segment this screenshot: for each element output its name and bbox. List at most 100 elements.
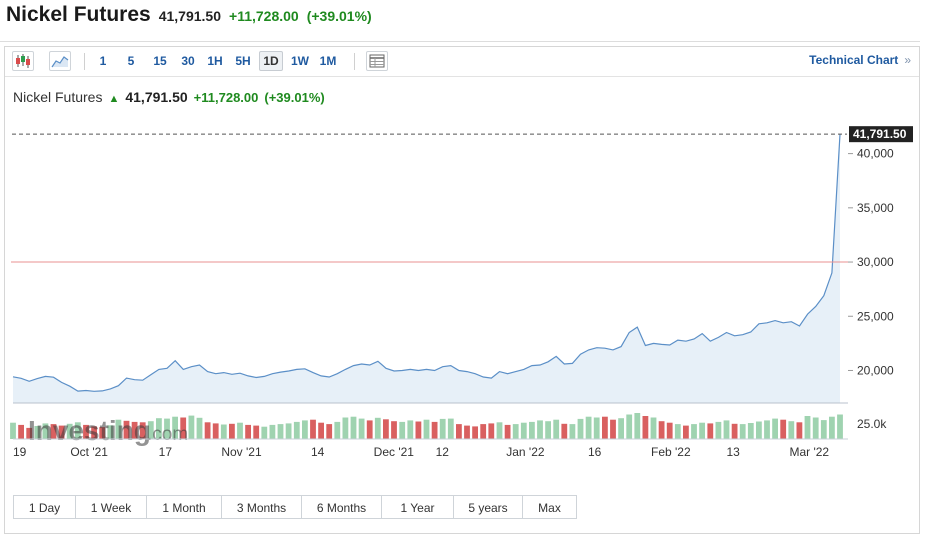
volume-bar	[829, 416, 835, 439]
candlestick-icon[interactable]	[12, 51, 34, 71]
volume-bar	[42, 423, 49, 439]
volume-bar	[691, 424, 697, 439]
volume-bar	[796, 422, 803, 439]
volume-bar	[650, 417, 657, 439]
volume-bar	[723, 420, 730, 439]
range-1-week[interactable]: 1 Week	[75, 495, 147, 519]
range-5-years[interactable]: 5 years	[453, 495, 523, 519]
volume-bar	[764, 420, 770, 439]
volume-bar	[642, 416, 649, 439]
range-3-months[interactable]: 3 Months	[221, 495, 302, 519]
volume-bar	[415, 421, 422, 439]
timeframe-1h[interactable]: 1H	[207, 54, 223, 68]
volume-bar	[504, 424, 511, 439]
volume-bar	[820, 420, 827, 439]
header-divider	[0, 41, 920, 42]
volume-bar	[739, 424, 746, 439]
volume-bar	[58, 425, 65, 439]
volume-bar	[731, 423, 738, 439]
volume-bar	[269, 424, 276, 439]
volume-bar	[658, 421, 665, 439]
volume-bar	[683, 425, 689, 439]
volume-bar	[220, 424, 227, 439]
volume-bar	[350, 416, 357, 439]
volume-bar	[34, 426, 41, 439]
page-title: Nickel Futures	[6, 3, 151, 26]
price-line	[12, 134, 841, 392]
volume-bar	[545, 421, 551, 439]
x-tick-label: 16	[588, 445, 602, 459]
y-tick-label: 25,000	[857, 309, 894, 323]
x-tick-label: Mar '22	[789, 445, 829, 459]
volume-bar	[512, 424, 519, 439]
volume-bar	[618, 418, 624, 439]
volume-bar	[707, 423, 714, 439]
up-arrow-icon: ▲	[108, 93, 120, 105]
volume-bar	[520, 422, 527, 439]
price-chart[interactable]: Investing .com 41,791.50 20,000 25,000 30,0…	[5, 47, 919, 487]
timeframe-5[interactable]: 5	[127, 54, 135, 68]
x-tick-label: Dec '21	[374, 445, 415, 459]
volume-bar	[26, 427, 33, 439]
volume-bar	[302, 420, 308, 439]
volume-bar	[383, 419, 389, 439]
volume-bar	[334, 421, 341, 439]
volume-bar	[293, 421, 300, 439]
volume-bar	[285, 423, 292, 439]
volume-bar	[537, 420, 543, 439]
table-view-icon[interactable]	[366, 51, 388, 71]
volume-bar	[529, 421, 535, 439]
range-6-months[interactable]: 6 Months	[301, 495, 382, 519]
range-1-month[interactable]: 1 Month	[146, 495, 222, 519]
volume-bar	[253, 425, 260, 439]
volume-bar	[10, 422, 16, 439]
volume-bar	[747, 423, 754, 439]
y-tick-label: 35,000	[857, 201, 894, 215]
volume-bar	[756, 421, 762, 439]
timeframe-1m[interactable]: 1M	[319, 54, 337, 68]
x-tick-label: Jan '22	[506, 445, 545, 459]
volume-bar	[472, 426, 478, 439]
volume-bar	[204, 422, 211, 439]
volume-bar	[812, 417, 819, 439]
volume-bars	[10, 413, 843, 439]
volume-bar	[447, 418, 454, 439]
volume-bar	[553, 419, 560, 439]
timeframe-1d[interactable]: 1D	[259, 51, 283, 71]
area-chart-icon[interactable]	[49, 51, 71, 71]
volume-bar	[310, 419, 316, 439]
timeframe-30[interactable]: 30	[181, 54, 195, 68]
volume-bar	[837, 414, 843, 439]
last-price-label: 41,791.50	[853, 127, 907, 141]
volume-bar	[18, 424, 24, 439]
chart-title-price: 41,791.50	[125, 89, 188, 105]
timeframe-1[interactable]: 1	[99, 54, 107, 68]
volume-bar	[147, 421, 154, 439]
range-selector: 1 Day 1 Week 1 Month 3 Months 6 Months 1…	[13, 495, 577, 519]
watermark-suffix: .com	[147, 424, 188, 445]
volume-bar	[277, 424, 284, 439]
volume-bar	[423, 419, 430, 439]
chart-toolbar: 1 5 15 30 1H 5H 1D 1W 1M Technical Chart…	[5, 47, 919, 77]
x-tick-label: 13	[726, 445, 740, 459]
volume-bar	[804, 416, 811, 439]
range-1-year[interactable]: 1 Year	[381, 495, 454, 519]
volume-bar	[715, 421, 722, 439]
volume-bar	[326, 424, 333, 439]
technical-chart-link[interactable]: Technical Chart »	[809, 53, 911, 67]
volume-bar	[699, 422, 705, 439]
chart-title-name: Nickel Futures	[13, 89, 103, 105]
timeframe-5h[interactable]: 5H	[235, 54, 251, 68]
volume-bar	[626, 414, 633, 439]
volume-bar	[407, 420, 414, 439]
range-max[interactable]: Max	[522, 495, 577, 519]
timeframe-1w[interactable]: 1W	[291, 54, 309, 68]
timeframe-15[interactable]: 15	[153, 54, 167, 68]
volume-bar	[439, 418, 446, 439]
volume-bar	[50, 424, 57, 439]
range-1-day[interactable]: 1 Day	[13, 495, 76, 519]
volume-bar	[577, 418, 584, 439]
volume-bar	[780, 419, 787, 439]
volume-bar	[229, 423, 235, 439]
volume-bar	[74, 422, 81, 439]
